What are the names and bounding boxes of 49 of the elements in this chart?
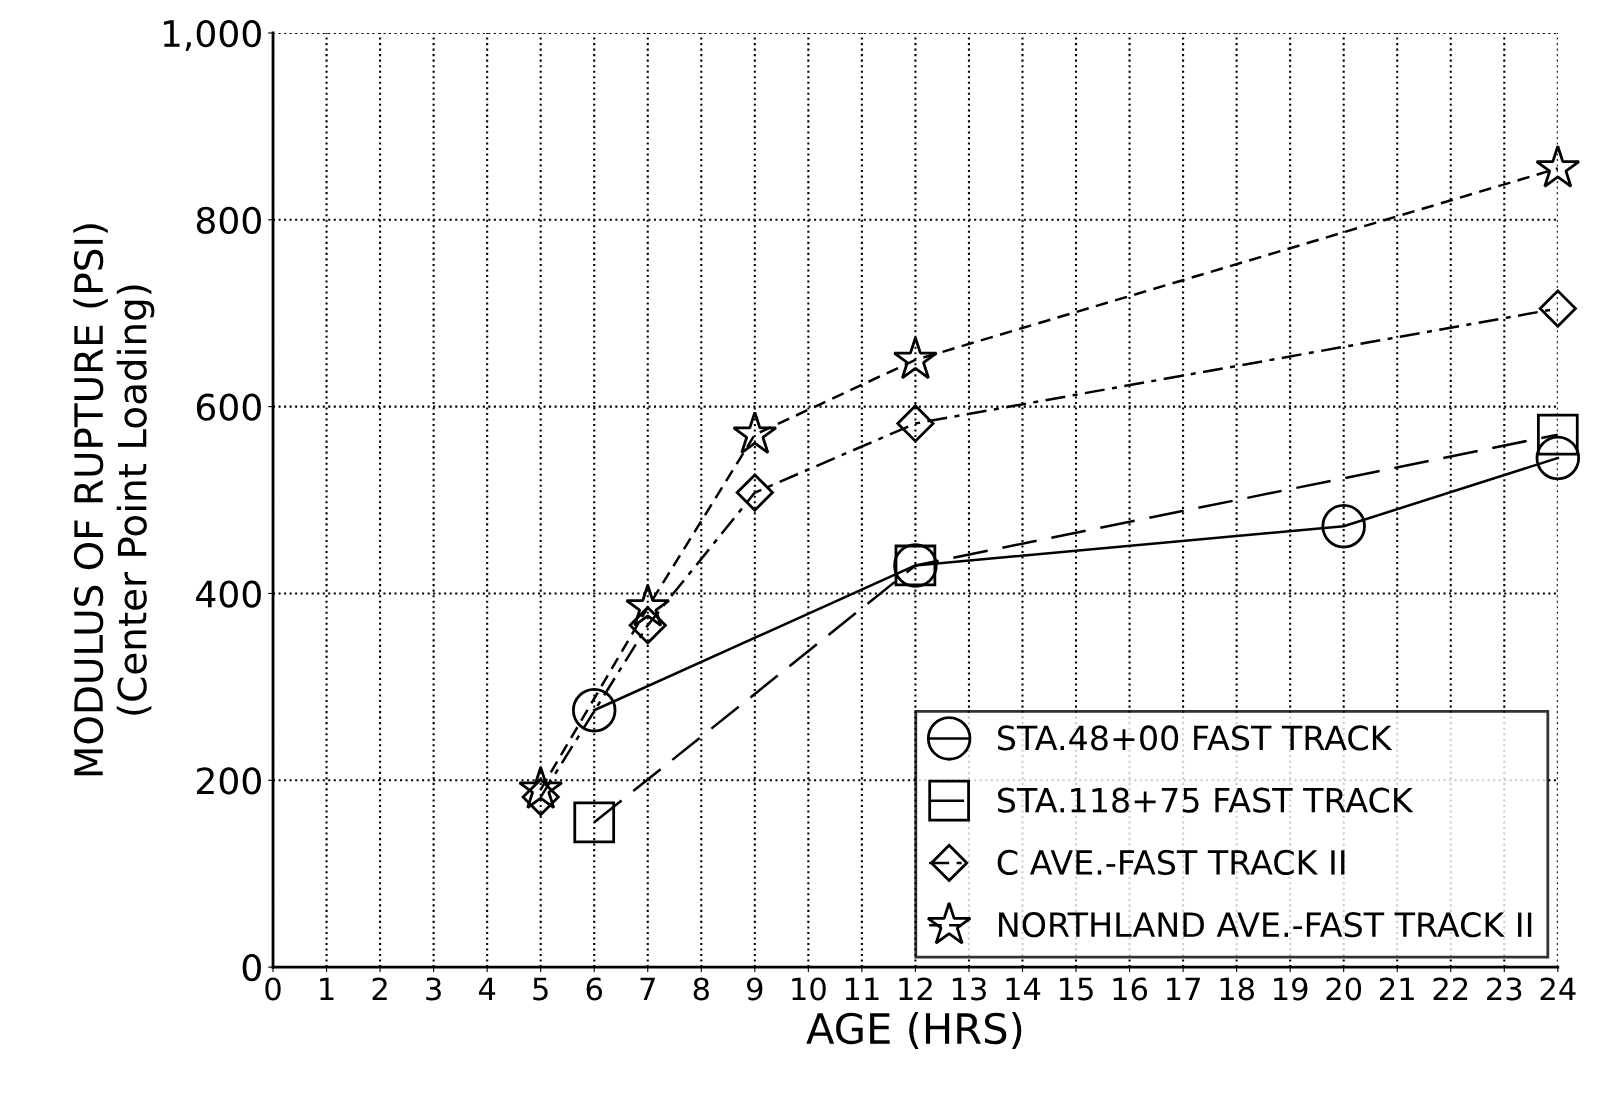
x-tick-label: 6 <box>586 977 603 1001</box>
x-tick-label: 18 <box>1220 977 1254 1001</box>
x-tick-label: 20 <box>1326 977 1362 1001</box>
x-tick-label: 21 <box>1380 977 1414 1001</box>
point <box>1535 435 1581 481</box>
x-tick-label: 13 <box>952 977 986 1001</box>
x-tick-label: 11 <box>845 977 879 1001</box>
x-tick-label: 1 <box>320 977 334 1001</box>
x-tick-label: 16 <box>1113 977 1148 1001</box>
x-tick-label: 2 <box>372 977 387 1001</box>
x-tick-label: 22 <box>1433 977 1468 1001</box>
x-tick-label: 8 <box>693 977 709 1001</box>
x-tick-label: 19 <box>1274 977 1308 1001</box>
legend-label: STA.118+75 FAST TRACK <box>998 787 1414 813</box>
x-tick-label: 5 <box>533 977 548 1001</box>
point <box>1321 503 1366 549</box>
y-axis-title: MODULUS OF RUPTURE (PSI) (Center Point Loading) <box>73 224 155 776</box>
x-tick-label: 14 <box>1006 977 1041 1001</box>
x-tick-label: 0 <box>265 977 281 1001</box>
legend-label: NORTHLAND AVE.-FAST TRACK II <box>999 912 1532 938</box>
point <box>732 411 778 455</box>
point <box>892 336 938 380</box>
point <box>896 404 935 443</box>
legend-label: C AVE.-FAST TRACK II <box>997 849 1345 876</box>
legend-label: STA.48+00 FAST TRACK <box>998 725 1393 751</box>
point <box>735 473 774 512</box>
point <box>572 688 617 733</box>
x-tick-label: 23 <box>1487 977 1522 1001</box>
y-tick-label: 600 <box>196 393 261 421</box>
y-tick-label: 1,000 <box>163 19 261 51</box>
x-tick-label: 9 <box>747 977 763 1001</box>
y-tick-label: 0 <box>242 954 261 982</box>
point <box>573 801 616 844</box>
point <box>1538 289 1577 328</box>
x-tick-label: 17 <box>1167 977 1200 1001</box>
y-tick-label: 400 <box>196 580 261 608</box>
x-tick-label: 3 <box>426 977 441 1001</box>
point <box>1535 144 1581 188</box>
x-tick-label: 24 <box>1540 977 1576 1001</box>
x-tick-label: 10 <box>792 977 826 1001</box>
point <box>628 606 667 645</box>
x-tick-label: 15 <box>1059 977 1093 1001</box>
y-tick-label: 800 <box>196 206 261 235</box>
x-tick-label: 4 <box>478 977 496 1001</box>
x-tick-label: 12 <box>899 977 932 1001</box>
x-tick-label: 7 <box>640 977 655 1001</box>
x-axis-title: AGE (HRS) <box>806 1012 1022 1050</box>
point <box>1536 413 1579 456</box>
y-tick-label: 200 <box>197 767 261 795</box>
